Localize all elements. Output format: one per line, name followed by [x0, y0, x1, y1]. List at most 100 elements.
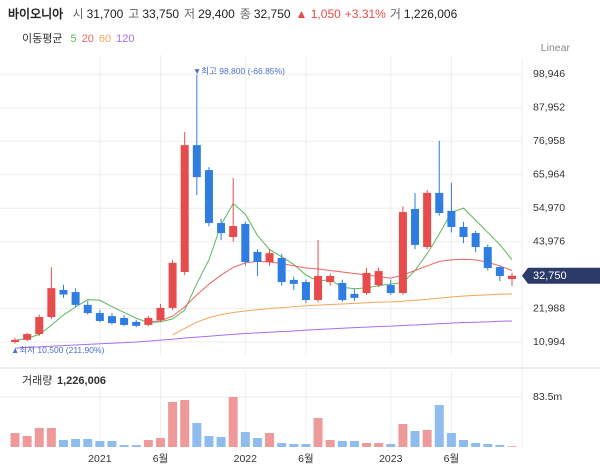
volume-bar — [143, 439, 153, 447]
moving-average-line — [14, 202, 513, 341]
candle-body — [241, 223, 250, 262]
candle-body — [95, 313, 104, 321]
volume-bar — [168, 401, 178, 447]
volume-bar — [265, 432, 275, 447]
candle-body — [107, 316, 116, 324]
legend-entry: 120 — [116, 33, 135, 45]
legend-entry: 5 — [70, 33, 77, 45]
y-tick-label: 98,946 — [533, 68, 565, 80]
volume-bar — [204, 435, 214, 447]
candle-body — [217, 223, 226, 234]
volume-bar — [446, 432, 456, 447]
legend-entry: 60 — [98, 33, 112, 45]
candle-body — [144, 317, 153, 325]
candle-body — [204, 170, 213, 224]
candle-body — [495, 267, 504, 276]
candle-body — [253, 251, 262, 262]
quote-value: 31,700 — [86, 7, 124, 21]
candle-body — [326, 275, 335, 283]
candle-body — [35, 317, 44, 335]
volume-value: 1,226,006 — [57, 375, 106, 387]
x-tick-label: 2022 — [234, 453, 258, 465]
candle-body — [374, 271, 383, 286]
volume-bar — [240, 432, 250, 447]
volume-bar — [313, 418, 323, 447]
candle-body — [23, 334, 32, 340]
candle-body — [229, 226, 238, 238]
y-tick-label: 10,994 — [533, 336, 565, 348]
quote-label: 종 — [239, 7, 251, 21]
candle-body — [362, 272, 371, 293]
volume-bar — [398, 423, 408, 447]
candle-body — [265, 253, 274, 262]
y-tick-label: 54,970 — [533, 202, 565, 214]
candle-body — [483, 247, 492, 269]
volume-bar — [325, 439, 335, 447]
current-price-tag — [522, 267, 600, 284]
volume-bar — [459, 439, 469, 447]
price-change: ▲ 1,050 — [295, 7, 341, 21]
min-annotation: ▲최저 10,500 (211.90%) — [11, 345, 105, 355]
moving-average-line — [172, 293, 513, 336]
quote-label: 시 — [72, 7, 84, 21]
y-tick-label: 87,952 — [533, 102, 565, 114]
volume-bar — [34, 428, 44, 447]
candle-body — [411, 209, 420, 245]
candle-body — [180, 145, 189, 273]
candle-body — [508, 275, 516, 279]
candle-body — [386, 285, 395, 293]
volume-bar — [192, 422, 202, 447]
candle-body — [192, 145, 201, 178]
moving-average-line — [14, 320, 513, 349]
y-tick-label: 65,964 — [533, 169, 565, 181]
volume-bar — [337, 441, 347, 447]
quote-label: 고 — [128, 7, 140, 21]
volume-bar — [277, 442, 287, 447]
max-annotation: ▼최고 98,800 (-66.85%) — [193, 66, 285, 76]
y-tick-label: 83.5m — [533, 391, 562, 403]
candle-body — [277, 258, 286, 283]
candle-body — [71, 292, 80, 305]
scale-toggle[interactable]: Linear — [541, 42, 571, 54]
volume-bar — [434, 405, 444, 447]
x-tick-label: 2021 — [88, 453, 112, 465]
volume-bar — [216, 436, 226, 447]
quote-label: 거 — [389, 7, 401, 21]
volume-bar — [95, 441, 105, 447]
price-change-pct: +3.31% — [344, 7, 386, 21]
legend-entry: 20 — [81, 33, 94, 45]
x-tick-label: 6월 — [153, 453, 169, 465]
y-tick-label: 43,976 — [533, 235, 565, 247]
candle-body — [59, 289, 68, 295]
volume-bar — [119, 445, 129, 447]
volume-bar — [22, 435, 32, 447]
volume-bar — [374, 442, 384, 447]
x-tick-label: 2023 — [379, 453, 403, 465]
candle-body — [314, 275, 323, 300]
quote-value: 33,750 — [142, 7, 180, 21]
volume-bar — [301, 444, 311, 447]
volume-bar — [131, 445, 141, 447]
volume-bar — [83, 438, 93, 447]
candle-body — [156, 307, 165, 321]
volume-bar — [107, 441, 117, 447]
moving-average-legend: 이동평균 5 20 60 120 — [22, 30, 140, 46]
volume-bar — [422, 429, 432, 447]
volume-bar — [507, 446, 517, 447]
candle-body — [120, 317, 129, 325]
volume-bar — [386, 444, 396, 447]
candle-body — [11, 339, 19, 342]
moving-average-line — [148, 258, 513, 323]
candle-body — [132, 321, 141, 326]
quote-label: 저 — [184, 7, 196, 21]
volume-bar — [349, 441, 359, 447]
volume-bar — [58, 439, 68, 447]
volume-bar — [495, 445, 505, 447]
volume-bar — [252, 438, 262, 447]
candle-body — [168, 262, 177, 308]
x-tick-label: 6월 — [298, 453, 314, 465]
current-price-label: 32,750 — [533, 270, 567, 282]
volume-bar — [289, 444, 299, 447]
